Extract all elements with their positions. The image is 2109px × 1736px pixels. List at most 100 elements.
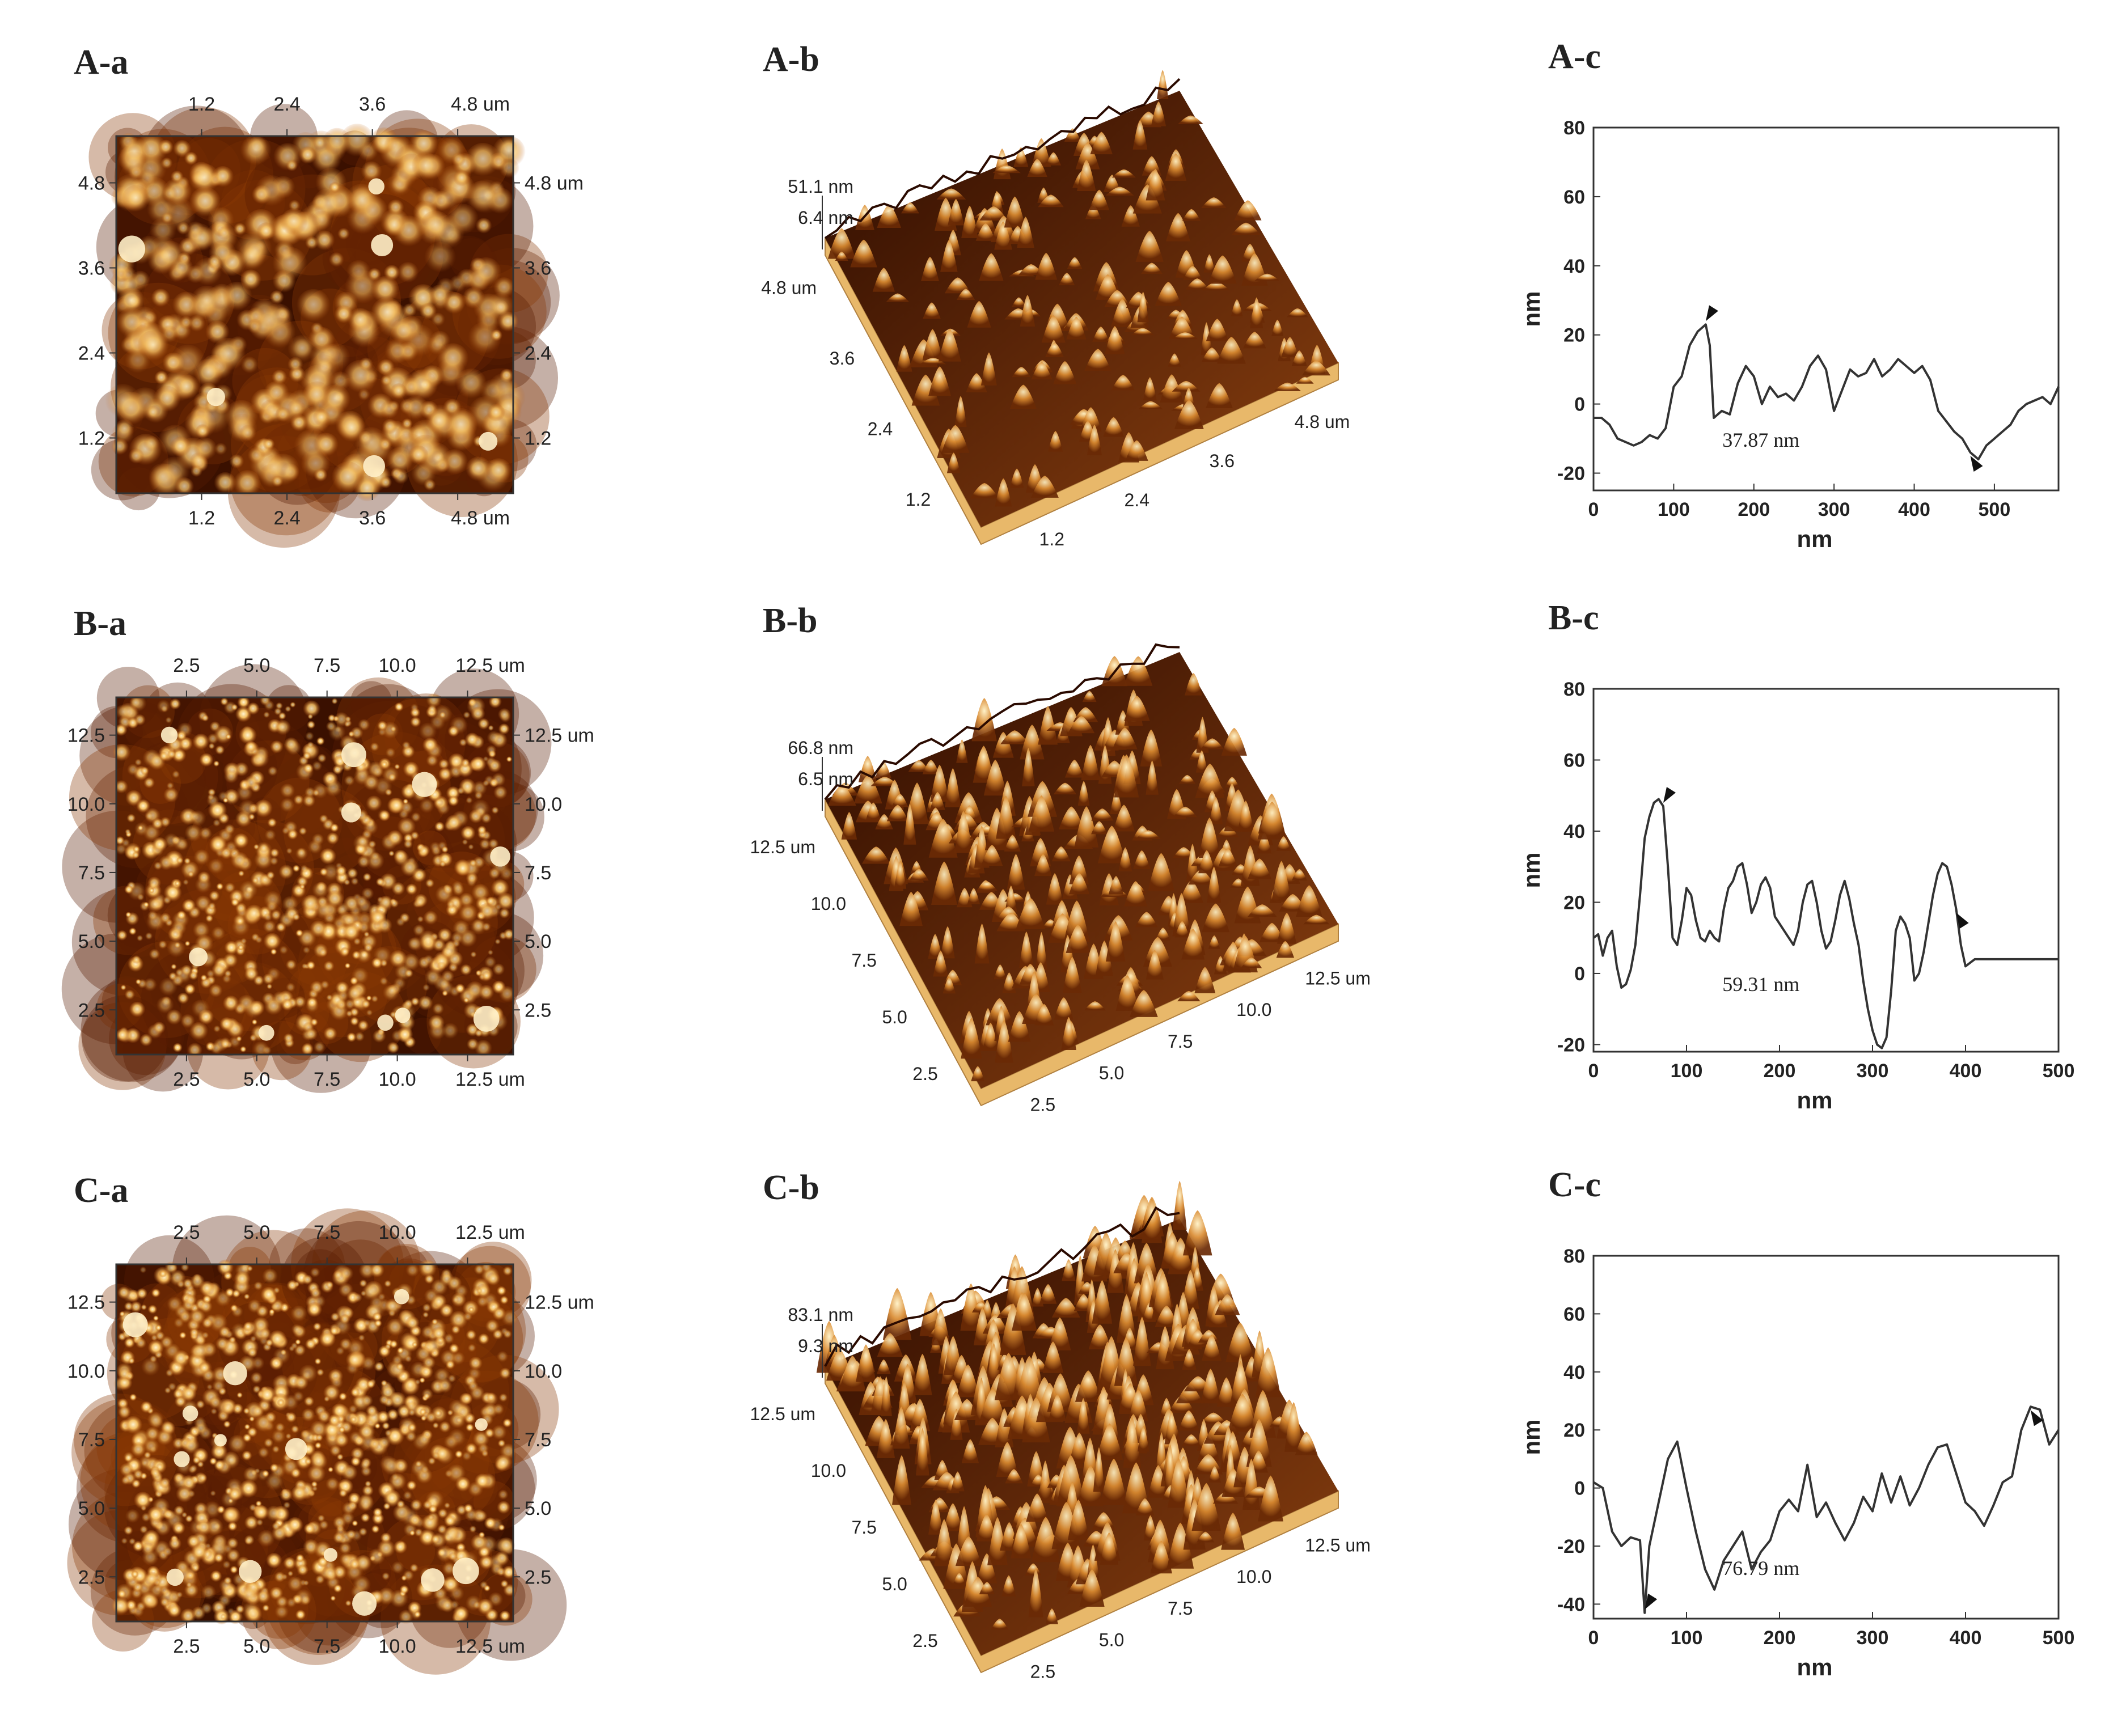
afm-bright-grain <box>223 1361 247 1386</box>
x-tick-label: 200 <box>1764 1627 1796 1649</box>
afm-grain <box>240 888 255 903</box>
afm-grain <box>430 1294 447 1310</box>
afm-3d-peak <box>1166 1522 1194 1569</box>
afm-grain <box>370 742 379 752</box>
afm-grain <box>357 1020 369 1032</box>
afm-3d-peak <box>1128 1389 1148 1421</box>
afm-frame <box>115 1263 514 1623</box>
afm-grain <box>294 1589 312 1607</box>
afm-grain <box>331 461 365 495</box>
afm-grain <box>498 723 510 735</box>
y-axis-tick-label: 7.5 <box>851 1517 876 1538</box>
afm-grain <box>323 1384 340 1402</box>
afm-grain <box>212 1379 226 1394</box>
afm-3d-peak <box>1051 1298 1080 1318</box>
afm-3d-peak <box>954 396 967 427</box>
afm-3d-peak <box>1049 1317 1071 1350</box>
afm-3d-peak <box>1038 706 1058 745</box>
afm-grain <box>482 780 490 787</box>
afm-grain <box>437 343 469 375</box>
afm-grain <box>170 436 192 458</box>
afm-grain <box>477 718 490 731</box>
afm-3d-peak <box>1209 797 1223 824</box>
afm-grain <box>261 1268 278 1285</box>
afm-3d-peak <box>1009 384 1037 409</box>
afm-grain <box>209 1042 223 1056</box>
afm-grain <box>319 848 337 866</box>
plot-frame <box>1592 126 2060 492</box>
afm-grain <box>176 857 184 865</box>
afm-grain <box>129 1001 146 1018</box>
afm-grain <box>500 1295 509 1305</box>
afm-grain <box>432 1422 439 1429</box>
afm-3d-peak <box>876 1419 895 1458</box>
afm-3d-peak <box>1065 759 1084 778</box>
afm-texture <box>78 1002 167 1090</box>
afm-grain <box>488 839 499 850</box>
afm-grain <box>188 811 201 823</box>
afm-grain <box>437 1378 453 1394</box>
afm-3d-peak <box>875 814 893 829</box>
afm-grain <box>364 931 370 938</box>
afm-grain <box>272 1522 281 1531</box>
x-axis-tick-label: 5.0 <box>1099 1063 1124 1083</box>
afm-grain <box>115 844 128 856</box>
y-tick-label: 20 <box>1563 325 1585 346</box>
afm-grain <box>291 1324 303 1336</box>
afm-grain <box>189 1274 205 1290</box>
afm-grain <box>348 188 377 217</box>
bottom-tick-label: 5.0 <box>243 1069 270 1090</box>
afm-grain <box>373 1508 383 1518</box>
afm-grain <box>298 827 307 836</box>
afm-grain <box>462 839 468 846</box>
afm-3d-peak <box>1133 850 1151 869</box>
afm-3d-peak <box>1183 265 1203 280</box>
afm-3d-peak <box>1031 362 1053 380</box>
afm-grain <box>193 437 217 461</box>
afm-texture <box>281 1237 367 1323</box>
afm-3d-peak <box>1115 975 1139 1011</box>
afm-grain <box>491 1425 507 1441</box>
afm-grain <box>497 1489 509 1501</box>
afm-3d-peak <box>1042 1341 1064 1373</box>
afm-grain <box>141 1304 147 1311</box>
afm-grain <box>454 984 466 994</box>
afm-grain <box>149 1355 158 1364</box>
left-tick-label: 7.5 <box>78 1429 105 1451</box>
bottom-tick-label: 2.5 <box>173 1636 200 1657</box>
afm-grain <box>339 1542 352 1556</box>
afm-3d-peak <box>1124 881 1148 907</box>
afm-grain <box>346 260 371 285</box>
afm-grain <box>121 1538 128 1545</box>
afm-grain <box>171 975 184 987</box>
afm-grain <box>143 777 155 789</box>
afm-bright-grain <box>258 1024 274 1041</box>
afm-3d-peak <box>1125 440 1148 461</box>
height-annotation: 76.79 nm <box>1722 1557 1799 1580</box>
right-tick-label: 1.2 <box>525 428 551 450</box>
afm-grain <box>209 836 227 855</box>
afm-grain <box>480 813 492 824</box>
afm-3d-peak <box>1303 914 1330 925</box>
afm-grain <box>411 152 441 181</box>
afm-grain <box>386 984 399 998</box>
afm-grain <box>130 1301 142 1314</box>
afm-3d-peak <box>1008 1011 1031 1042</box>
afm-grain <box>298 146 317 165</box>
afm-3d-peak <box>928 1500 943 1535</box>
afm-grain <box>422 1311 429 1319</box>
afm-grain <box>447 753 466 771</box>
afm-3d-peak <box>987 1343 1001 1384</box>
afm-3d-peak <box>1197 1531 1215 1543</box>
afm-3d-peak <box>841 812 857 840</box>
afm-3d-peak <box>1027 159 1047 177</box>
afm-grain <box>502 1419 512 1429</box>
afm-3d-peak <box>1143 1515 1157 1541</box>
afm-grain <box>286 160 298 172</box>
afm-grain <box>466 872 479 885</box>
afm-grain <box>405 1264 420 1278</box>
afm-grain <box>263 1438 274 1449</box>
afm-3d-peak <box>901 202 919 214</box>
afm-grain <box>141 1459 149 1467</box>
afm-3d-peak <box>1077 1465 1104 1506</box>
